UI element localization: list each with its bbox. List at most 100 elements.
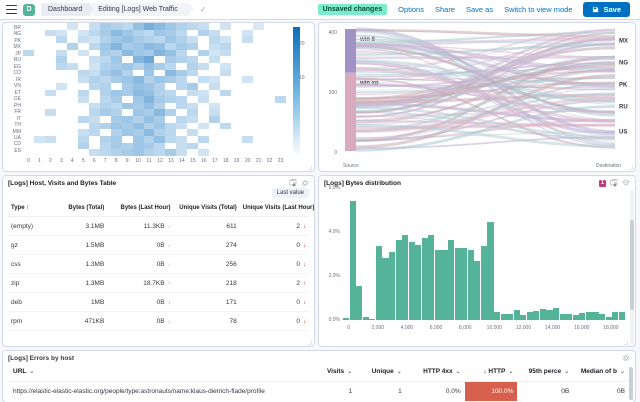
heatmap-cell[interactable] bbox=[33, 89, 45, 97]
heatmap-cell[interactable] bbox=[66, 36, 78, 43]
histogram-bar[interactable] bbox=[343, 317, 350, 320]
heatmap-cell[interactable] bbox=[176, 149, 188, 156]
heatmap-cell[interactable] bbox=[242, 76, 254, 83]
heatmap-cell[interactable] bbox=[132, 76, 144, 83]
heatmap-cell[interactable] bbox=[264, 136, 276, 143]
heatmap-cell[interactable] bbox=[198, 109, 210, 117]
heatmap-cell[interactable] bbox=[231, 102, 243, 110]
heatmap-cell[interactable] bbox=[275, 149, 286, 156]
sankey-link[interactable] bbox=[355, 82, 616, 141]
heatmap-cell[interactable] bbox=[143, 142, 155, 150]
heatmap-cell[interactable] bbox=[33, 96, 45, 103]
heatmap-cell[interactable] bbox=[176, 82, 188, 90]
heatmap-cell[interactable] bbox=[121, 29, 133, 37]
heatmap-cell[interactable] bbox=[121, 23, 133, 30]
heatmap-cell[interactable] bbox=[176, 129, 188, 137]
errors-column-header[interactable]: URL ⌄ bbox=[9, 362, 307, 382]
heatmap-cell[interactable] bbox=[220, 136, 232, 143]
heatmap-cell[interactable] bbox=[209, 142, 221, 150]
heatmap-cell[interactable] bbox=[154, 23, 166, 30]
heatmap-cell[interactable] bbox=[231, 136, 243, 143]
heatmap-cell[interactable] bbox=[23, 23, 34, 30]
heatmap-cell[interactable] bbox=[198, 102, 210, 110]
heatmap-cell[interactable] bbox=[55, 29, 67, 37]
histogram-bar[interactable] bbox=[362, 316, 369, 320]
heatmap-cell[interactable] bbox=[242, 62, 254, 70]
table-row[interactable]: (empty) 3.1MB 11.3KB ↓ 611 2 ↓ bbox=[8, 216, 309, 236]
heatmap-cell[interactable] bbox=[23, 122, 34, 130]
heatmap-cell[interactable] bbox=[154, 56, 166, 63]
heatmap-cell[interactable] bbox=[55, 129, 67, 137]
heatmap-cell[interactable] bbox=[77, 149, 89, 156]
heatmap-cell[interactable] bbox=[275, 129, 286, 137]
heatmap-cell[interactable] bbox=[242, 102, 254, 110]
heatmap-cell[interactable] bbox=[66, 129, 78, 137]
heatmap-cell[interactable] bbox=[55, 149, 67, 156]
heatmap-cell[interactable] bbox=[44, 149, 56, 156]
heatmap-cell[interactable] bbox=[231, 42, 243, 50]
panel-resize-handle[interactable] bbox=[307, 165, 312, 170]
heatmap-cell[interactable] bbox=[264, 62, 276, 70]
heatmap-cell[interactable] bbox=[88, 42, 100, 50]
heatmap-cell[interactable] bbox=[88, 69, 100, 77]
heatmap-cell[interactable] bbox=[132, 136, 144, 143]
heatmap-cell[interactable] bbox=[110, 96, 122, 103]
table-column-header[interactable]: Bytes (Last Hour) bbox=[107, 200, 174, 217]
heatmap-cell[interactable] bbox=[242, 122, 254, 130]
heatmap-cell[interactable] bbox=[264, 69, 276, 77]
panel-scrollbar-track[interactable] bbox=[630, 190, 634, 345]
histogram-bar[interactable] bbox=[467, 249, 474, 320]
heatmap-cell[interactable] bbox=[77, 129, 89, 137]
heatmap-cell[interactable] bbox=[132, 116, 144, 123]
heatmap-cell[interactable] bbox=[99, 102, 111, 110]
heatmap-cell[interactable] bbox=[33, 129, 45, 137]
heatmap-cell[interactable] bbox=[121, 76, 133, 83]
heatmap-cell[interactable] bbox=[275, 136, 286, 143]
heatmap-cell[interactable] bbox=[88, 56, 100, 63]
heatmap-cell[interactable] bbox=[66, 49, 78, 57]
sort-caret-icon[interactable]: ⌄ bbox=[347, 369, 353, 375]
heatmap-cell[interactable] bbox=[110, 142, 122, 150]
heatmap-cell[interactable] bbox=[55, 23, 67, 30]
heatmap-cell[interactable] bbox=[77, 89, 89, 97]
heatmap-cell[interactable] bbox=[23, 49, 34, 57]
heatmap-cell[interactable] bbox=[231, 36, 243, 43]
heatmap-cell[interactable] bbox=[242, 49, 254, 57]
heatmap-cell[interactable] bbox=[44, 109, 56, 117]
space-avatar[interactable]: D bbox=[23, 3, 35, 16]
sankey-chart[interactable]: 400 200 0 win 8 win xp MX NG PK RU US Source Des… bbox=[319, 23, 635, 171]
heatmap-cell[interactable] bbox=[132, 89, 144, 97]
histogram-bar[interactable] bbox=[441, 249, 448, 320]
heatmap-cell[interactable] bbox=[198, 42, 210, 50]
heatmap-cell[interactable] bbox=[110, 62, 122, 70]
heatmap-cell[interactable] bbox=[121, 142, 133, 150]
heatmap-cell[interactable] bbox=[154, 116, 166, 123]
switch-to-view-mode-button[interactable]: Switch to view mode bbox=[504, 5, 573, 14]
heatmap-cell[interactable] bbox=[143, 49, 155, 57]
heatmap-cell[interactable] bbox=[253, 89, 265, 97]
heatmap-cell[interactable] bbox=[143, 29, 155, 37]
heatmap-cell[interactable] bbox=[176, 136, 188, 143]
errors-column-header[interactable]: 95th perce ⌄ bbox=[517, 362, 574, 382]
heatmap-cell[interactable] bbox=[88, 23, 100, 30]
heatmap-cell[interactable] bbox=[176, 102, 188, 110]
heatmap-cell[interactable] bbox=[220, 129, 232, 137]
heatmap-cell[interactable] bbox=[242, 89, 254, 97]
heatmap-cell[interactable] bbox=[23, 136, 34, 143]
heatmap-cell[interactable] bbox=[44, 62, 56, 70]
heatmap-cell[interactable] bbox=[88, 49, 100, 57]
histogram-bar[interactable] bbox=[513, 310, 520, 320]
heatmap-cell[interactable] bbox=[132, 69, 144, 77]
heatmap-cell[interactable] bbox=[132, 122, 144, 130]
heatmap-cell[interactable] bbox=[264, 36, 276, 43]
heatmap-cell[interactable] bbox=[209, 122, 221, 130]
heatmap-cell[interactable] bbox=[275, 36, 286, 43]
histogram-bar[interactable] bbox=[559, 313, 566, 320]
heatmap-cell[interactable] bbox=[253, 56, 265, 63]
heatmap-cell[interactable] bbox=[253, 42, 265, 50]
histogram-bar[interactable] bbox=[349, 200, 356, 320]
heatmap-cell[interactable] bbox=[66, 96, 78, 103]
heatmap-cell[interactable] bbox=[275, 122, 286, 130]
heatmap-cell[interactable] bbox=[187, 76, 199, 83]
heatmap-cell[interactable] bbox=[33, 122, 45, 130]
